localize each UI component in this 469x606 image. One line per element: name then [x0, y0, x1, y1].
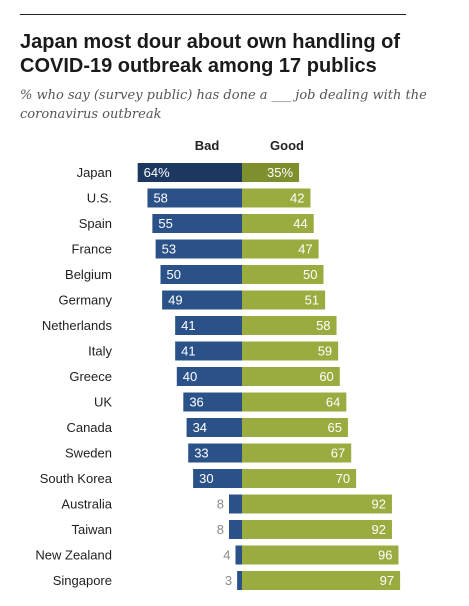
category-label: Italy [88, 344, 112, 359]
bar-bad [147, 188, 242, 208]
category-label: Germany [59, 293, 113, 308]
category-label: France [72, 242, 112, 257]
bar-good-label: 65 [327, 420, 341, 435]
bar-good-label: 51 [305, 293, 319, 308]
bar-good [242, 443, 352, 463]
category-label: Netherlands [42, 318, 113, 333]
category-label: South Korea [40, 471, 113, 486]
bar-bad-label: 30 [199, 471, 213, 486]
category-label: Taiwan [72, 522, 112, 537]
bar-bad-label: 58 [153, 191, 167, 206]
bar-good [242, 265, 324, 284]
bar-good-label: 97 [380, 573, 394, 588]
bar-bad [175, 341, 242, 361]
bar-bad-label: 3 [225, 573, 232, 588]
bar-good [242, 545, 399, 565]
bar-good-label: 70 [336, 471, 350, 486]
bar-bad [237, 571, 242, 590]
bar-bad [186, 418, 242, 437]
bar-good-label: 96 [378, 548, 392, 563]
category-label: New Zealand [35, 548, 112, 563]
bar-good [242, 418, 348, 437]
bar-good [242, 239, 319, 259]
bar-bad-label: 40 [183, 369, 197, 384]
bar-bad [183, 392, 242, 412]
top-rule [20, 14, 406, 15]
bar-bad-label: 55 [158, 216, 172, 231]
bar-good-label: 60 [319, 369, 333, 384]
bar-bad [176, 367, 242, 386]
bar-good [242, 571, 401, 590]
bar-bad [193, 469, 242, 488]
bar-bad-label: 4 [223, 548, 230, 563]
bar-bad [162, 290, 242, 310]
bar-good-label: 92 [371, 522, 385, 537]
bar-bad [188, 443, 242, 463]
bar-good-label: 64 [326, 395, 340, 410]
bar-bad [152, 214, 242, 233]
bar-bad-label: 64% [144, 165, 170, 180]
bar-good [242, 290, 326, 310]
bar-bad [160, 265, 242, 284]
chart-title: Japan most dour about own handling of CO… [20, 31, 400, 77]
category-label: Canada [66, 420, 112, 435]
bar-good [242, 494, 392, 514]
bar-good-label: 35% [267, 165, 293, 180]
bar-good-label: 58 [316, 318, 330, 333]
bar-bad-label: 8 [217, 522, 224, 537]
bar-good-label: 92 [371, 497, 385, 512]
chart-subtitle: % who say (survey public) has done a ___… [20, 88, 427, 122]
bar-good [242, 469, 357, 488]
bar-good [242, 163, 300, 182]
legend-good: Good [270, 138, 304, 153]
category-label: Singapore [53, 573, 112, 588]
diverging-bar-chart: Bad Good Japan 64% 35% U.S. 58 42 Spain 55 44 Franc… [35, 138, 401, 590]
category-label: Sweden [65, 446, 112, 461]
category-label: Spain [79, 216, 112, 231]
category-label: Belgium [65, 267, 112, 282]
bar-bad-label: 8 [217, 497, 224, 512]
bar-bad-label: 41 [181, 344, 195, 359]
bar-good [242, 188, 311, 208]
bar-good-label: 50 [303, 267, 317, 282]
bar-good [242, 367, 340, 386]
bar-bad [137, 163, 242, 182]
bar-good [242, 214, 314, 233]
bar-bad [235, 545, 242, 565]
bar-bad [228, 494, 242, 514]
bar-good-label: 42 [290, 191, 304, 206]
category-label: Greece [69, 369, 112, 384]
category-label: Australia [61, 497, 112, 512]
bar-bad-label: 50 [167, 267, 181, 282]
bar-good [242, 392, 347, 412]
bar-good [242, 316, 337, 335]
bar-good-label: 47 [298, 242, 312, 257]
category-label: U.S. [87, 191, 112, 206]
bar-bad-label: 53 [162, 242, 176, 257]
bar-bad [155, 239, 242, 259]
category-label: UK [94, 395, 112, 410]
bar-bad-label: 41 [181, 318, 195, 333]
bar-good-label: 59 [318, 344, 332, 359]
legend-bad: Bad [195, 138, 220, 153]
bar-bad-label: 49 [168, 293, 182, 308]
bar-bad [228, 520, 242, 539]
category-label: Japan [77, 165, 112, 180]
bar-bad [175, 316, 242, 335]
bar-good-label: 67 [331, 446, 345, 461]
bar-bad-label: 34 [193, 420, 207, 435]
bar-good [242, 520, 392, 539]
bar-bad-label: 33 [194, 446, 208, 461]
bar-good [242, 341, 339, 361]
bar-bad-label: 36 [189, 395, 203, 410]
bar-good-label: 44 [293, 216, 307, 231]
